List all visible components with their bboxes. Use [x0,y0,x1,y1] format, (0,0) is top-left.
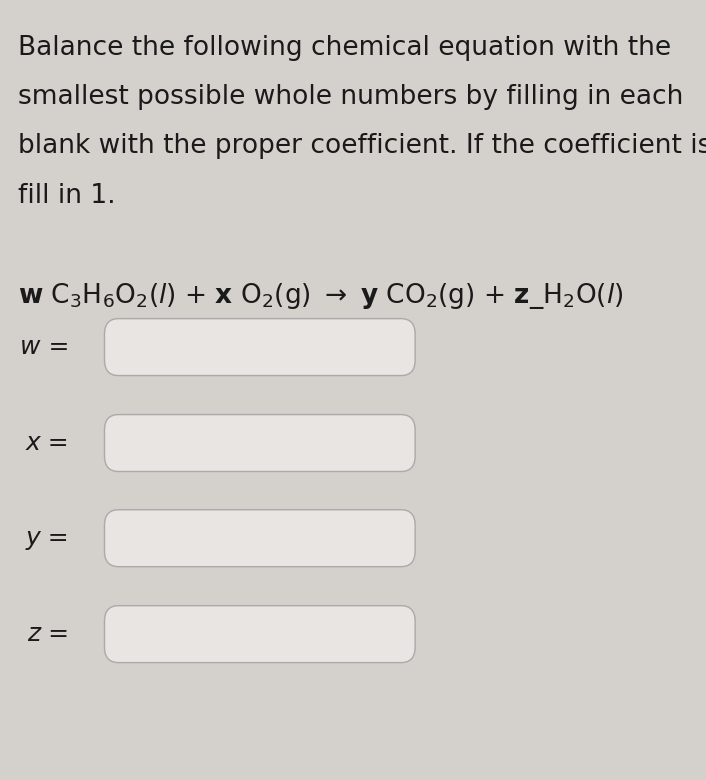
Text: y =: y = [25,526,69,550]
Text: fill in 1.: fill in 1. [18,183,115,208]
Text: Balance the following chemical equation with the: Balance the following chemical equation … [18,35,671,61]
FancyBboxPatch shape [104,318,415,375]
Text: smallest possible whole numbers by filling in each: smallest possible whole numbers by filli… [18,84,683,110]
FancyBboxPatch shape [104,415,415,471]
Text: w =: w = [20,335,69,359]
FancyBboxPatch shape [104,510,415,566]
Text: x =: x = [25,431,69,455]
FancyBboxPatch shape [104,605,415,663]
Text: blank with the proper coefficient. If the coefficient is 1,: blank with the proper coefficient. If th… [18,133,706,159]
Text: z =: z = [27,622,69,646]
Text: $\mathbf{w}$ C$_3$H$_6$O$_2$($l$) + $\mathbf{x}$ O$_2$(g) $\rightarrow$ $\mathbf: $\mathbf{w}$ C$_3$H$_6$O$_2$($l$) + $\ma… [18,281,623,310]
